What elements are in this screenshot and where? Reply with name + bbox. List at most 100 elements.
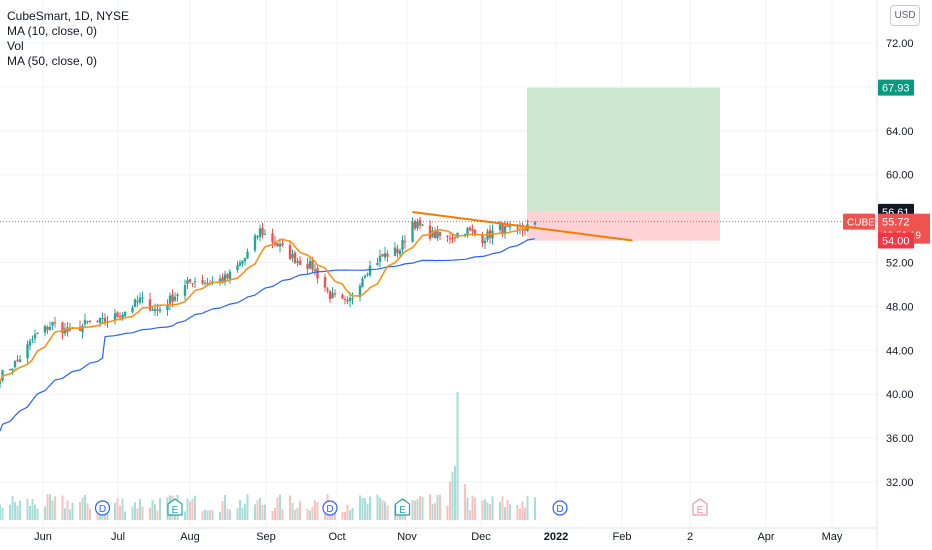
candle-body bbox=[26, 344, 29, 359]
volume-bar bbox=[114, 502, 116, 520]
volume-bar bbox=[89, 508, 91, 520]
dividend-label: D bbox=[556, 504, 563, 515]
volume-bar bbox=[61, 495, 64, 520]
volume-bar bbox=[521, 501, 524, 520]
candle-body bbox=[508, 226, 512, 228]
volume-bar bbox=[229, 509, 231, 520]
candle-body bbox=[398, 250, 402, 255]
candle-body bbox=[346, 300, 349, 302]
candle-body bbox=[226, 274, 229, 279]
volume-bar bbox=[256, 499, 259, 520]
volume-bar bbox=[221, 501, 224, 520]
legend-symbol[interactable]: CubeSmart, 1D, NYSE bbox=[7, 9, 130, 23]
candle-body bbox=[506, 225, 509, 227]
candle-body bbox=[158, 309, 162, 312]
legend-ma10[interactable]: MA (10, close, 0) bbox=[7, 24, 98, 38]
candle-body bbox=[313, 269, 317, 272]
legend-ma50[interactable]: MA (50, close, 0) bbox=[7, 54, 98, 68]
volume-bar bbox=[189, 501, 191, 520]
candle-body bbox=[148, 299, 152, 311]
volume-bar bbox=[79, 501, 81, 520]
candle-body bbox=[103, 317, 107, 324]
candle-body bbox=[363, 275, 367, 278]
candle-body bbox=[366, 274, 369, 276]
candle-body bbox=[188, 279, 192, 283]
candle-body bbox=[396, 248, 399, 253]
volume-bar bbox=[311, 507, 314, 520]
x-tick-label: Apr bbox=[757, 531, 774, 543]
candle-body bbox=[471, 229, 474, 232]
dividend-label: D bbox=[99, 504, 106, 515]
earnings-marker bbox=[394, 498, 411, 516]
volume-bar bbox=[299, 501, 301, 520]
volume-bar bbox=[361, 498, 364, 520]
volume-bar bbox=[454, 466, 456, 520]
dividend-label: D bbox=[326, 504, 333, 515]
volume-bar bbox=[131, 506, 134, 520]
volume-bar bbox=[51, 500, 54, 520]
volume-bar bbox=[211, 510, 214, 520]
candle-body bbox=[263, 233, 267, 235]
volume-bar bbox=[524, 507, 526, 520]
volume-bar bbox=[486, 502, 489, 520]
y-tick-label: 44.00 bbox=[886, 345, 914, 357]
candle-body bbox=[11, 368, 14, 371]
legend-volume[interactable]: Vol bbox=[7, 39, 24, 53]
candle-body bbox=[381, 254, 384, 257]
candle-body bbox=[48, 326, 52, 330]
candle-body bbox=[383, 253, 387, 258]
moving-averages bbox=[0, 226, 536, 432]
candle-body bbox=[271, 233, 274, 243]
candle-body bbox=[206, 282, 209, 284]
volume-bar bbox=[451, 472, 454, 520]
earnings-marker bbox=[692, 498, 708, 516]
volume-bar bbox=[86, 503, 89, 520]
y-tick-label: 60.00 bbox=[886, 170, 914, 182]
candle-body bbox=[98, 318, 102, 323]
candle-body bbox=[276, 242, 279, 247]
x-tick-label: Aug bbox=[180, 531, 200, 543]
dividend-marker bbox=[552, 500, 568, 516]
profit-zone bbox=[527, 87, 720, 212]
candle-body bbox=[258, 228, 262, 238]
volume-bar bbox=[281, 509, 284, 520]
y-tick-label: 64.00 bbox=[886, 126, 914, 138]
y-tick-label: 52.00 bbox=[886, 258, 914, 270]
volume-bar bbox=[11, 496, 14, 520]
volume-bar bbox=[271, 510, 274, 520]
candle-body bbox=[243, 258, 247, 262]
volume-bar bbox=[151, 500, 154, 520]
candle-body bbox=[246, 251, 249, 259]
volume-bar bbox=[386, 505, 389, 520]
volume-bar bbox=[276, 497, 279, 520]
symbol-tag: CUBE bbox=[847, 218, 875, 229]
candle-body bbox=[36, 332, 39, 334]
volume-bar bbox=[26, 498, 29, 520]
volume-bar bbox=[366, 504, 369, 520]
candle-body bbox=[428, 225, 432, 239]
x-tick-label: 2022 bbox=[544, 531, 568, 543]
candle-body bbox=[378, 255, 382, 262]
candle-body bbox=[533, 221, 537, 225]
candle-body bbox=[18, 359, 22, 363]
volume-bar bbox=[471, 495, 474, 520]
x-tick-label: Jul bbox=[111, 531, 125, 543]
volume-bar bbox=[64, 508, 66, 520]
volume-bar bbox=[244, 503, 246, 520]
candle-body bbox=[121, 314, 124, 318]
volume-bar bbox=[504, 507, 506, 520]
candle-body bbox=[413, 220, 417, 229]
volume-bar bbox=[439, 494, 441, 520]
currency-button[interactable]: USD bbox=[890, 5, 920, 26]
volume-bar bbox=[14, 501, 16, 520]
candle-body bbox=[308, 260, 312, 269]
volume-bar bbox=[434, 503, 436, 520]
volume-bar bbox=[469, 510, 471, 520]
candle-body bbox=[433, 230, 437, 239]
candle-body bbox=[361, 278, 364, 288]
candle-body bbox=[153, 308, 157, 311]
volume-bar bbox=[449, 481, 451, 520]
volume-bar bbox=[69, 509, 71, 520]
candle-body bbox=[201, 280, 204, 284]
